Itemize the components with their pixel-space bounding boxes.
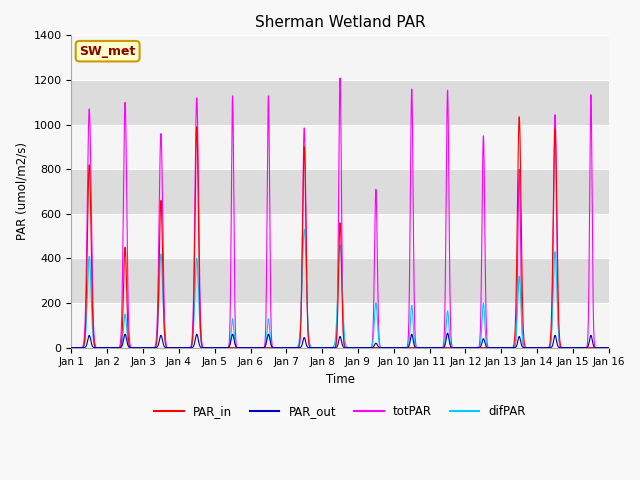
Legend: PAR_in, PAR_out, totPAR, difPAR: PAR_in, PAR_out, totPAR, difPAR xyxy=(149,400,531,423)
difPAR xyxy=(604,345,612,350)
PAR_in xyxy=(164,345,172,350)
totPAR xyxy=(336,75,344,81)
difPAR xyxy=(605,345,612,350)
Title: Sherman Wetland PAR: Sherman Wetland PAR xyxy=(255,15,426,30)
Text: SW_met: SW_met xyxy=(79,45,136,58)
difPAR xyxy=(431,345,438,350)
Y-axis label: PAR (umol/m2/s): PAR (umol/m2/s) xyxy=(15,143,28,240)
PAR_in xyxy=(320,345,328,350)
X-axis label: Time: Time xyxy=(326,373,355,386)
PAR_out xyxy=(431,345,438,350)
difPAR xyxy=(461,345,468,350)
Bar xyxy=(72,36,609,80)
totPAR xyxy=(605,345,612,350)
Bar xyxy=(72,169,609,214)
Line: totPAR: totPAR xyxy=(72,78,609,348)
Bar xyxy=(72,303,609,348)
PAR_out xyxy=(461,345,468,350)
PAR_in xyxy=(491,345,499,350)
PAR_in xyxy=(460,345,468,350)
Bar xyxy=(72,124,609,169)
PAR_out xyxy=(604,345,612,350)
PAR_out xyxy=(320,345,328,350)
totPAR xyxy=(320,345,328,350)
PAR_in xyxy=(515,114,523,120)
difPAR xyxy=(68,345,76,350)
difPAR xyxy=(164,345,172,350)
PAR_in xyxy=(604,345,612,350)
PAR_in xyxy=(431,345,438,350)
totPAR xyxy=(431,345,438,350)
totPAR xyxy=(68,345,76,350)
Line: PAR_in: PAR_in xyxy=(72,117,609,348)
totPAR xyxy=(491,345,499,350)
difPAR xyxy=(491,345,499,350)
difPAR xyxy=(320,345,328,350)
PAR_out xyxy=(605,345,612,350)
difPAR xyxy=(300,227,308,232)
PAR_out xyxy=(164,345,172,350)
Line: difPAR: difPAR xyxy=(72,229,609,348)
totPAR xyxy=(164,345,172,350)
PAR_out xyxy=(491,345,499,350)
PAR_in xyxy=(68,345,76,350)
Bar xyxy=(72,214,609,258)
totPAR xyxy=(604,345,612,350)
PAR_out xyxy=(68,345,76,350)
Line: PAR_out: PAR_out xyxy=(72,333,609,348)
Bar xyxy=(72,258,609,303)
PAR_in xyxy=(605,345,612,350)
PAR_out xyxy=(444,330,451,336)
Bar xyxy=(72,80,609,124)
totPAR xyxy=(461,345,468,350)
